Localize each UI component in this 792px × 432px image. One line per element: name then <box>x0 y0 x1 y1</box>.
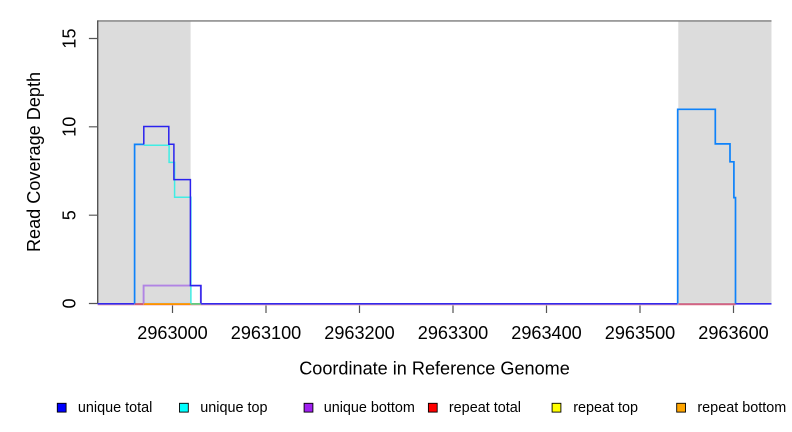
svg-text:2963000: 2963000 <box>137 323 207 343</box>
svg-text:15: 15 <box>59 28 79 48</box>
svg-text:unique top: unique top <box>200 400 267 416</box>
svg-text:Coordinate in Reference Genome: Coordinate in Reference Genome <box>299 359 570 379</box>
svg-text:10: 10 <box>59 117 79 137</box>
svg-text:2963400: 2963400 <box>511 323 581 343</box>
svg-text:unique bottom: unique bottom <box>324 400 415 416</box>
svg-text:2963500: 2963500 <box>605 323 675 343</box>
svg-text:Read Coverage Depth: Read Coverage Depth <box>24 72 44 252</box>
svg-text:repeat bottom: repeat bottom <box>697 400 786 416</box>
svg-text:repeat total: repeat total <box>449 400 521 416</box>
svg-text:2963300: 2963300 <box>418 323 488 343</box>
svg-text:unique total: unique total <box>78 400 152 416</box>
svg-text:repeat top: repeat top <box>573 400 638 416</box>
svg-text:2963100: 2963100 <box>231 323 301 343</box>
svg-text:5: 5 <box>59 210 79 220</box>
svg-text:0: 0 <box>59 298 79 308</box>
svg-text:2963200: 2963200 <box>324 323 394 343</box>
svg-text:2963600: 2963600 <box>698 323 768 343</box>
